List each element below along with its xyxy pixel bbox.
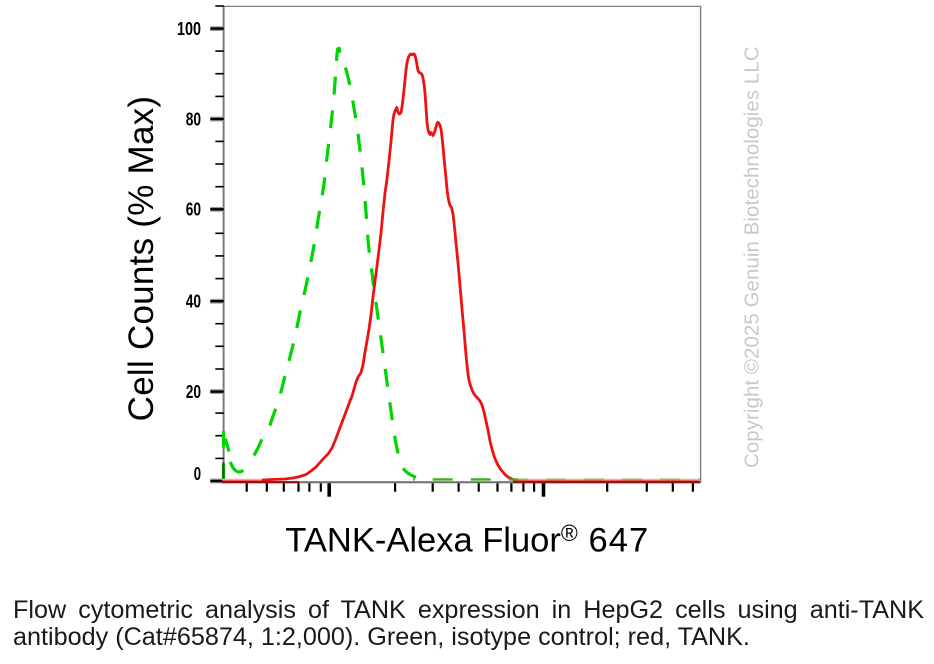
svg-text:Copyright ©2025 Genuin Biotech: Copyright ©2025 Genuin Biotechnologies L… bbox=[742, 46, 764, 468]
svg-text:Cell Counts (% Max): Cell Counts (% Max) bbox=[122, 96, 161, 422]
svg-text:60: 60 bbox=[186, 200, 201, 220]
svg-text:TANK-Alexa Fluor® 647: TANK-Alexa Fluor® 647 bbox=[285, 520, 649, 560]
svg-text:80: 80 bbox=[186, 109, 201, 129]
svg-text:0: 0 bbox=[194, 464, 201, 484]
svg-text:20: 20 bbox=[186, 382, 201, 402]
svg-text:40: 40 bbox=[186, 292, 201, 312]
svg-text:100: 100 bbox=[177, 19, 201, 39]
